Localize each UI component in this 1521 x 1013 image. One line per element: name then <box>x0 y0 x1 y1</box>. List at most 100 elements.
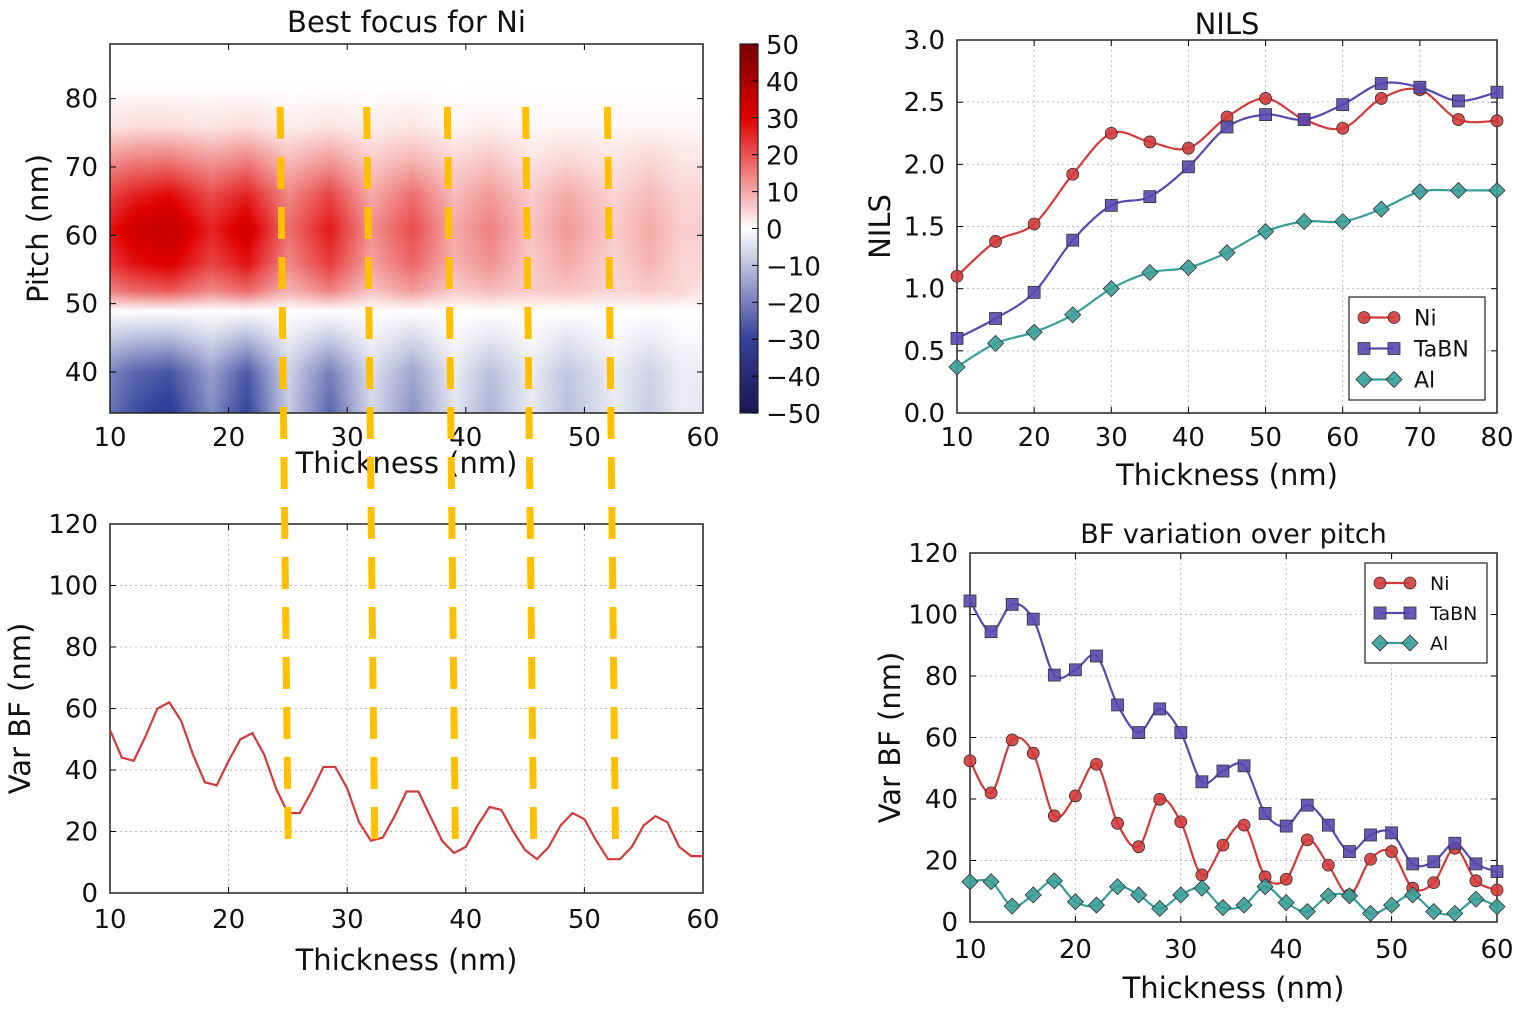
legend-marker <box>1387 342 1401 355</box>
data-point-tabn <box>1090 649 1103 663</box>
data-point-ni <box>1216 838 1230 852</box>
x-tick-label: 30 <box>1164 935 1197 965</box>
data-point-al <box>1003 897 1021 915</box>
data-point-ni <box>1143 135 1157 149</box>
x-tick-label: 40 <box>449 423 482 453</box>
data-point-ni <box>1336 121 1350 135</box>
data-point-ni <box>1182 141 1195 155</box>
data-point-ni <box>1026 746 1040 760</box>
data-point-ni <box>1005 733 1019 747</box>
legend-label: TaBN <box>1413 337 1469 362</box>
data-point-al <box>1179 258 1197 277</box>
y-tick-label: 60 <box>925 724 958 754</box>
data-point-al <box>1295 212 1313 231</box>
data-point-tabn <box>1452 94 1465 108</box>
data-point-ni <box>1259 92 1272 105</box>
y-tick-label: 40 <box>65 756 98 786</box>
focus-guide-dashed-line <box>276 106 292 841</box>
data-point-tabn <box>1427 855 1441 869</box>
x-tick-label: 20 <box>212 905 245 935</box>
colorbar-tick-label: −10 <box>766 252 821 282</box>
data-point-al <box>1064 306 1082 324</box>
data-point-al <box>1298 902 1316 921</box>
data-point-ni <box>1195 868 1209 882</box>
axes-var-bf-ni: 10 20 30 40 50 60 0 20 40 60 80 100 120 Thickness (nm… <box>3 510 720 977</box>
y-tick-label: 100 <box>48 572 98 602</box>
data-point-tabn <box>1220 120 1234 134</box>
data-point-tabn <box>1321 818 1335 832</box>
colorbar-tick-label: −20 <box>766 289 821 319</box>
x-tick-label: 60 <box>686 905 719 935</box>
focus-guide-dashed-line <box>363 106 379 841</box>
x-tick-label: 60 <box>1326 423 1359 453</box>
data-point-tabn <box>1448 836 1462 850</box>
data-point-tabn <box>1279 819 1293 833</box>
y-tick-label: 0 <box>941 908 958 938</box>
data-point-al <box>1319 887 1337 905</box>
data-point-tabn <box>1111 698 1124 712</box>
data-point-al <box>1446 904 1464 922</box>
data-point-ni <box>1066 167 1080 181</box>
x-tick-label: 50 <box>1249 423 1282 453</box>
data-point-ni <box>1490 883 1504 897</box>
y-tick-label: 3.0 <box>904 26 945 56</box>
legend: Ni TaBN Al <box>1348 296 1486 401</box>
y-tick-label: 2.5 <box>904 88 945 118</box>
data-point-al <box>948 358 966 376</box>
y-tick-label: 40 <box>65 358 98 388</box>
data-point-tabn <box>1343 845 1356 858</box>
colorbar-tick-label: 30 <box>766 105 799 135</box>
x-tick-label: 20 <box>1018 423 1051 453</box>
colorbar <box>740 44 758 413</box>
data-point-ni <box>1452 113 1465 126</box>
data-point-tabn <box>1153 702 1167 716</box>
data-point-al <box>1214 898 1232 917</box>
colorbar-tick-label: 40 <box>766 68 799 98</box>
y-tick-label: 100 <box>908 601 958 631</box>
data-point-tabn <box>1385 826 1398 840</box>
focus-guide-dashed-line <box>522 106 538 841</box>
legend-label: Al <box>1430 633 1448 655</box>
data-point-ni <box>1111 816 1124 830</box>
data-point-ni <box>1153 792 1167 806</box>
data-point-ni <box>1174 815 1188 829</box>
y-tick-label: 40 <box>925 785 958 815</box>
data-point-tabn <box>1195 775 1209 789</box>
colorbar-tick-label: 50 <box>766 31 799 61</box>
legend-marker <box>1373 576 1387 590</box>
data-point-al <box>1257 222 1275 241</box>
y-axis-label: Pitch (nm) <box>21 154 55 303</box>
data-point-tabn <box>1406 857 1420 871</box>
data-point-tabn <box>1259 108 1272 121</box>
data-point-al <box>1425 902 1443 921</box>
data-point-al <box>1151 899 1169 918</box>
data-point-ni <box>1469 874 1483 888</box>
x-tick-label: 50 <box>1375 935 1408 965</box>
y-axis-label: NILS <box>863 194 897 259</box>
x-tick-label: 10 <box>93 905 126 935</box>
x-tick-label: 40 <box>1270 935 1303 965</box>
x-tick-label: 60 <box>686 423 719 453</box>
data-point-ni <box>1027 217 1041 231</box>
y-tick-label: 1.5 <box>904 213 945 243</box>
colorbar-tick-label: 0 <box>766 216 783 246</box>
data-point-tabn <box>984 625 998 639</box>
data-point-ni <box>1300 833 1314 847</box>
x-axis-label: Thickness (nm) <box>1122 971 1345 1005</box>
data-point-al <box>1066 893 1084 911</box>
data-point-al <box>1045 872 1063 890</box>
x-tick-label: 10 <box>93 423 126 453</box>
data-point-al <box>1340 887 1359 905</box>
data-point-tabn <box>1069 663 1082 677</box>
data-point-tabn <box>1364 828 1377 842</box>
chart-title: Best focus for Ni <box>287 5 526 39</box>
data-point-al <box>1411 183 1429 201</box>
axes-nils: 10 20 30 40 50 60 70 80 0.0 0.5 1.0 1.5 2.0 2.5 3.0 NIL… <box>863 7 1514 492</box>
axes-bf-variation: 10 20 30 40 50 60 0 20 40 60 80 100 120 BF variation … <box>873 519 1514 1005</box>
data-point-tabn <box>1174 726 1188 739</box>
data-point-al <box>1334 212 1352 231</box>
data-point-ni <box>1374 92 1388 105</box>
x-axis-label: Thickness (nm) <box>295 446 518 480</box>
data-point-ni <box>950 269 964 283</box>
